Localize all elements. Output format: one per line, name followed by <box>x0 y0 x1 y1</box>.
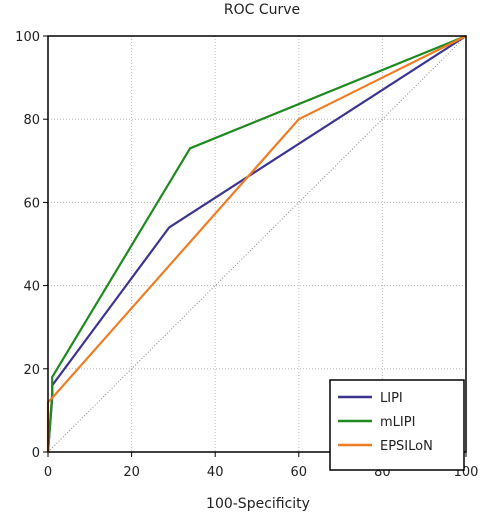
y-tick-label: 40 <box>23 280 40 295</box>
x-axis-title: 100-Specificity <box>206 496 310 512</box>
plot-frame <box>47 35 467 453</box>
legend-label: EPSILoN <box>380 439 433 454</box>
legend: LIPI mLIPI EPSILoN <box>329 379 465 471</box>
x-tick-label: 20 <box>123 465 140 480</box>
x-tick-label: 60 <box>291 465 308 480</box>
series-line-mlipi <box>46 34 467 453</box>
y-tick-label: 60 <box>23 196 40 211</box>
y-axis-ticks: 0 20 40 60 80 100 <box>15 30 48 461</box>
y-tick-label: 100 <box>15 30 40 45</box>
grid <box>48 36 466 452</box>
legend-label: mLIPI <box>380 415 415 430</box>
y-tick-label: 80 <box>23 113 40 128</box>
x-tick-label: 40 <box>207 465 224 480</box>
y-tick-label: 20 <box>23 363 40 378</box>
legend-label: LIPI <box>380 391 403 406</box>
reference-diagonal-line <box>47 35 467 453</box>
y-tick-label: 0 <box>32 446 40 461</box>
chart-title: ROC Curve <box>224 2 300 18</box>
x-tick-label: 0 <box>44 465 52 480</box>
x-axis-ticks: 0 20 40 60 80 100 <box>44 452 478 480</box>
legend-box <box>329 379 465 471</box>
